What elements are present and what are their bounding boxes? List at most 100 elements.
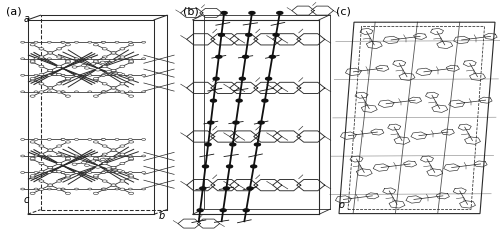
Circle shape (262, 100, 268, 103)
Circle shape (60, 75, 64, 77)
Circle shape (66, 78, 70, 80)
Circle shape (20, 139, 24, 141)
Circle shape (34, 139, 38, 141)
Circle shape (101, 172, 105, 174)
Circle shape (56, 83, 62, 86)
Circle shape (48, 42, 52, 44)
Circle shape (128, 78, 134, 80)
Circle shape (48, 167, 53, 169)
Circle shape (115, 172, 119, 174)
Circle shape (111, 52, 116, 55)
Circle shape (120, 57, 125, 59)
Circle shape (111, 52, 116, 55)
Circle shape (102, 66, 107, 68)
Circle shape (266, 78, 272, 81)
Circle shape (102, 145, 107, 148)
Circle shape (61, 91, 65, 93)
Circle shape (102, 91, 105, 93)
Circle shape (56, 145, 62, 148)
Circle shape (39, 49, 44, 51)
Circle shape (111, 87, 116, 90)
Circle shape (30, 79, 35, 82)
Circle shape (110, 60, 114, 63)
Circle shape (216, 56, 222, 59)
Circle shape (96, 166, 100, 169)
Circle shape (115, 155, 119, 157)
Circle shape (48, 75, 52, 77)
Text: o: o (339, 200, 345, 210)
Circle shape (84, 68, 89, 70)
Circle shape (30, 192, 35, 195)
Circle shape (39, 153, 44, 156)
Circle shape (39, 91, 44, 94)
Circle shape (254, 143, 260, 146)
Text: b: b (159, 210, 165, 220)
Circle shape (250, 165, 256, 168)
Circle shape (110, 157, 114, 159)
Circle shape (39, 57, 44, 59)
Circle shape (128, 75, 132, 77)
Circle shape (88, 155, 92, 157)
Circle shape (39, 145, 44, 148)
Circle shape (102, 188, 107, 191)
Circle shape (102, 91, 107, 94)
Circle shape (66, 44, 70, 47)
Circle shape (94, 176, 98, 178)
Circle shape (142, 139, 146, 141)
Circle shape (101, 91, 105, 93)
Circle shape (220, 209, 226, 212)
Circle shape (20, 75, 24, 77)
Circle shape (120, 163, 125, 165)
Circle shape (226, 165, 232, 168)
Circle shape (94, 141, 98, 143)
Circle shape (142, 172, 146, 174)
Circle shape (48, 184, 53, 186)
Circle shape (56, 91, 62, 94)
Circle shape (66, 159, 70, 161)
Circle shape (101, 42, 105, 44)
Circle shape (48, 172, 52, 174)
Circle shape (102, 180, 107, 182)
Circle shape (74, 155, 78, 157)
Circle shape (48, 149, 53, 152)
Circle shape (66, 192, 70, 195)
Circle shape (74, 91, 78, 93)
Circle shape (102, 83, 107, 86)
Circle shape (88, 188, 92, 190)
Circle shape (120, 91, 125, 94)
Circle shape (48, 70, 53, 72)
Circle shape (128, 155, 132, 157)
Text: c: c (24, 194, 30, 204)
Circle shape (118, 73, 122, 75)
Circle shape (115, 59, 119, 61)
Circle shape (39, 74, 44, 76)
Text: (a): (a) (6, 7, 22, 17)
Circle shape (34, 42, 38, 44)
Circle shape (246, 34, 252, 37)
Circle shape (142, 188, 146, 190)
Circle shape (94, 96, 98, 98)
Circle shape (115, 91, 119, 93)
Circle shape (61, 188, 65, 190)
Circle shape (94, 175, 98, 177)
Circle shape (221, 12, 227, 15)
Circle shape (30, 141, 35, 143)
Circle shape (258, 122, 264, 125)
Circle shape (30, 61, 35, 63)
Circle shape (273, 34, 279, 37)
Circle shape (240, 78, 246, 81)
Circle shape (56, 163, 62, 165)
Circle shape (102, 59, 105, 61)
Circle shape (48, 139, 52, 141)
Circle shape (128, 172, 132, 174)
Text: (b): (b) (182, 7, 198, 17)
Circle shape (120, 83, 125, 86)
Circle shape (102, 155, 105, 157)
Circle shape (101, 155, 105, 157)
Circle shape (88, 91, 92, 93)
Circle shape (270, 56, 276, 59)
Circle shape (243, 209, 249, 212)
Circle shape (88, 139, 92, 141)
Circle shape (48, 184, 53, 186)
Circle shape (60, 91, 64, 93)
